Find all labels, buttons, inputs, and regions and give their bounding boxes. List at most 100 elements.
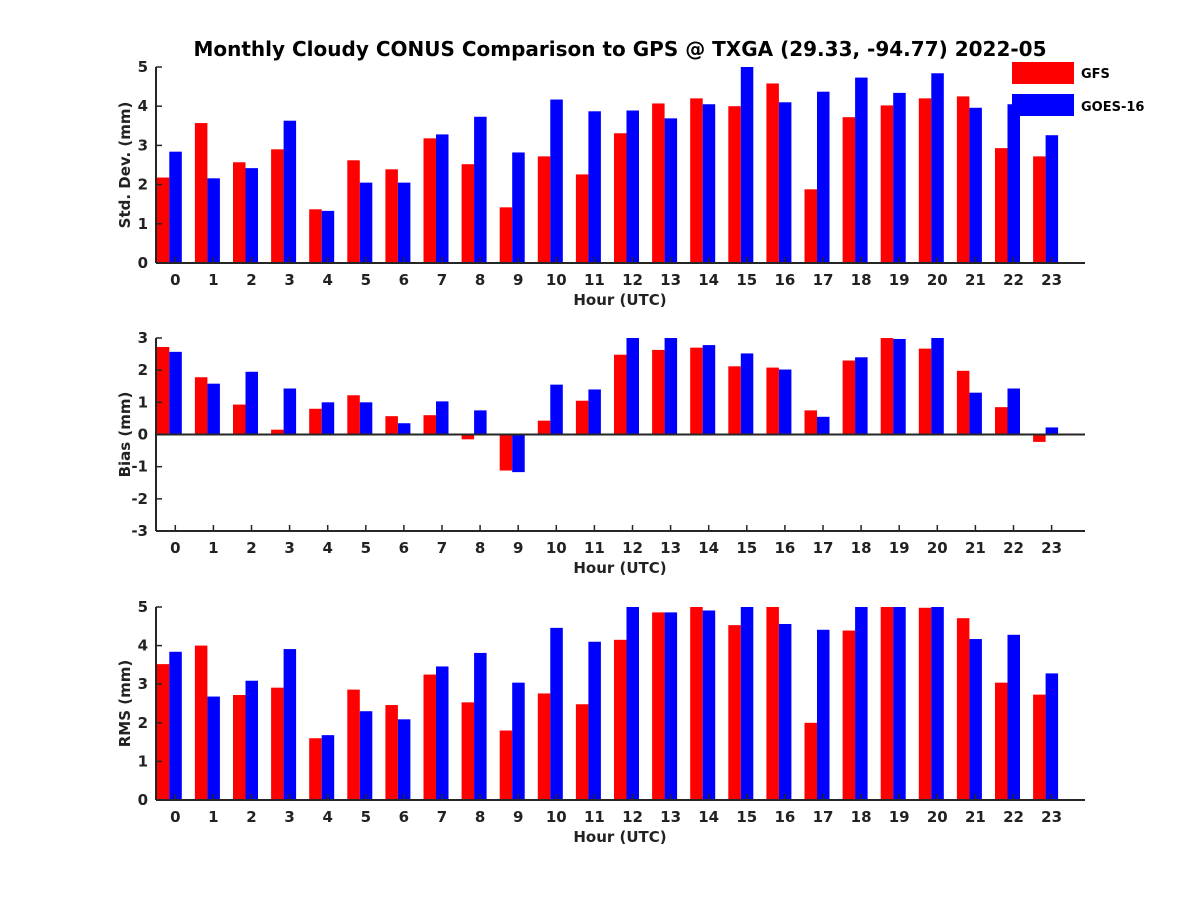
y-tick-label: -1 [131,458,148,476]
bar-goes16-hour-10 [550,99,563,263]
x-tick-label: 1 [208,539,218,557]
bar-goes16-hour-14 [702,345,716,435]
y-tick-label: 1 [138,752,148,770]
x-tick-label: 20 [927,808,948,826]
bar-gfs-hour-23 [1033,434,1046,442]
y-tick-label: 1 [138,393,148,411]
y-tick-label: 4 [138,637,148,655]
bar-gfs-hour-22 [995,148,1008,263]
bar-goes16-hour-21 [969,107,982,264]
x-tick-label: 21 [965,271,986,289]
y-axis-label: Bias (mm) [116,392,134,478]
bar-goes16-hour-11 [588,641,601,800]
bar-goes16-hour-5 [359,402,373,435]
x-tick-label: 6 [399,539,409,557]
bar-goes16-hour-20 [931,338,944,435]
x-tick-label: 19 [889,271,910,289]
bar-goes16-hour-3 [283,388,297,435]
bar-gfs-hour-8 [461,434,475,440]
bar-goes16-hour-23 [1045,673,1059,800]
y-tick-label: -2 [131,490,148,508]
bar-gfs-hour-17 [804,189,817,263]
bar-goes16-hour-17 [817,629,830,800]
y-tick-label: 5 [138,58,148,76]
bar-goes16-hour-5 [359,182,373,263]
bar-gfs-hour-2 [233,162,246,263]
x-axis-label: Hour (UTC) [573,559,666,577]
bar-gfs-hour-11 [575,400,589,435]
bar-goes16-hour-5 [359,711,373,800]
x-tick-label: 20 [927,539,948,557]
bar-goes16-hour-7 [436,666,449,800]
x-tick-label: 13 [660,539,681,557]
bar-gfs-hour-5 [347,689,360,800]
x-tick-label: 6 [399,808,409,826]
x-tick-label: 5 [361,539,371,557]
x-tick-label: 7 [437,808,447,826]
bar-gfs-hour-3 [271,687,284,800]
bar-goes16-hour-15 [740,353,754,435]
x-tick-label: 14 [698,539,719,557]
legend-swatch-goes16 [1012,94,1074,116]
x-tick-label: 3 [284,271,294,289]
bar-gfs-hour-1 [194,645,208,800]
bar-gfs-hour-22 [995,407,1008,435]
bar-gfs-hour-18 [842,630,856,800]
bar-gfs-hour-8 [461,164,475,263]
bar-goes16-hour-15 [740,607,754,800]
bar-goes16-hour-9 [512,152,525,263]
y-axis-label: Std. Dev. (mm) [116,102,134,229]
bar-goes16-hour-23 [1045,135,1059,263]
x-tick-label: 17 [813,271,834,289]
bar-goes16-hour-13 [664,338,678,435]
bar-goes16-hour-4 [321,402,335,435]
bar-gfs-hour-14 [690,347,703,435]
x-tick-label: 10 [546,808,567,826]
x-tick-label: 15 [736,271,757,289]
bar-goes16-hour-9 [512,682,525,800]
bar-goes16-hour-10 [550,384,563,435]
bar-goes16-hour-8 [474,116,487,263]
bar-goes16-hour-17 [817,91,830,263]
bar-gfs-hour-13 [652,103,665,264]
x-tick-label: 12 [622,271,643,289]
bar-goes16-hour-13 [664,612,678,800]
bar-gfs-hour-20 [918,348,932,435]
bar-goes16-hour-6 [397,182,411,263]
y-tick-label: 1 [138,215,148,233]
bar-gfs-hour-5 [347,160,360,263]
x-tick-label: 1 [208,271,218,289]
x-tick-label: 6 [399,271,409,289]
bar-gfs-hour-17 [804,410,817,435]
bar-gfs-hour-3 [271,429,284,435]
bar-gfs-hour-4 [309,408,322,435]
y-tick-label: 4 [138,97,148,115]
bar-gfs-hour-7 [423,674,436,800]
bar-goes16-hour-2 [245,680,258,800]
bar-goes16-hour-14 [702,104,716,264]
x-tick-label: 18 [851,808,872,826]
x-tick-label: 13 [660,271,681,289]
legend-swatch-gfs [1012,62,1074,84]
bar-gfs-hour-7 [423,415,436,435]
y-tick-label: -3 [131,522,148,540]
bar-goes16-hour-15 [740,67,754,263]
x-axis-label: Hour (UTC) [573,828,666,846]
bar-goes16-hour-22 [1007,104,1020,264]
x-tick-label: 15 [736,808,757,826]
y-tick-label: 2 [138,714,148,732]
bar-goes16-hour-7 [436,401,449,435]
legend: GFS GOES-16 [1012,62,1144,116]
bar-goes16-hour-1 [207,383,220,435]
x-tick-label: 2 [246,808,256,826]
bar-gfs-hour-16 [766,83,779,264]
x-tick-label: 20 [927,271,948,289]
bar-gfs-hour-10 [537,420,551,435]
x-tick-label: 9 [513,271,523,289]
x-tick-label: 11 [584,808,605,826]
bar-goes16-hour-18 [855,357,868,435]
